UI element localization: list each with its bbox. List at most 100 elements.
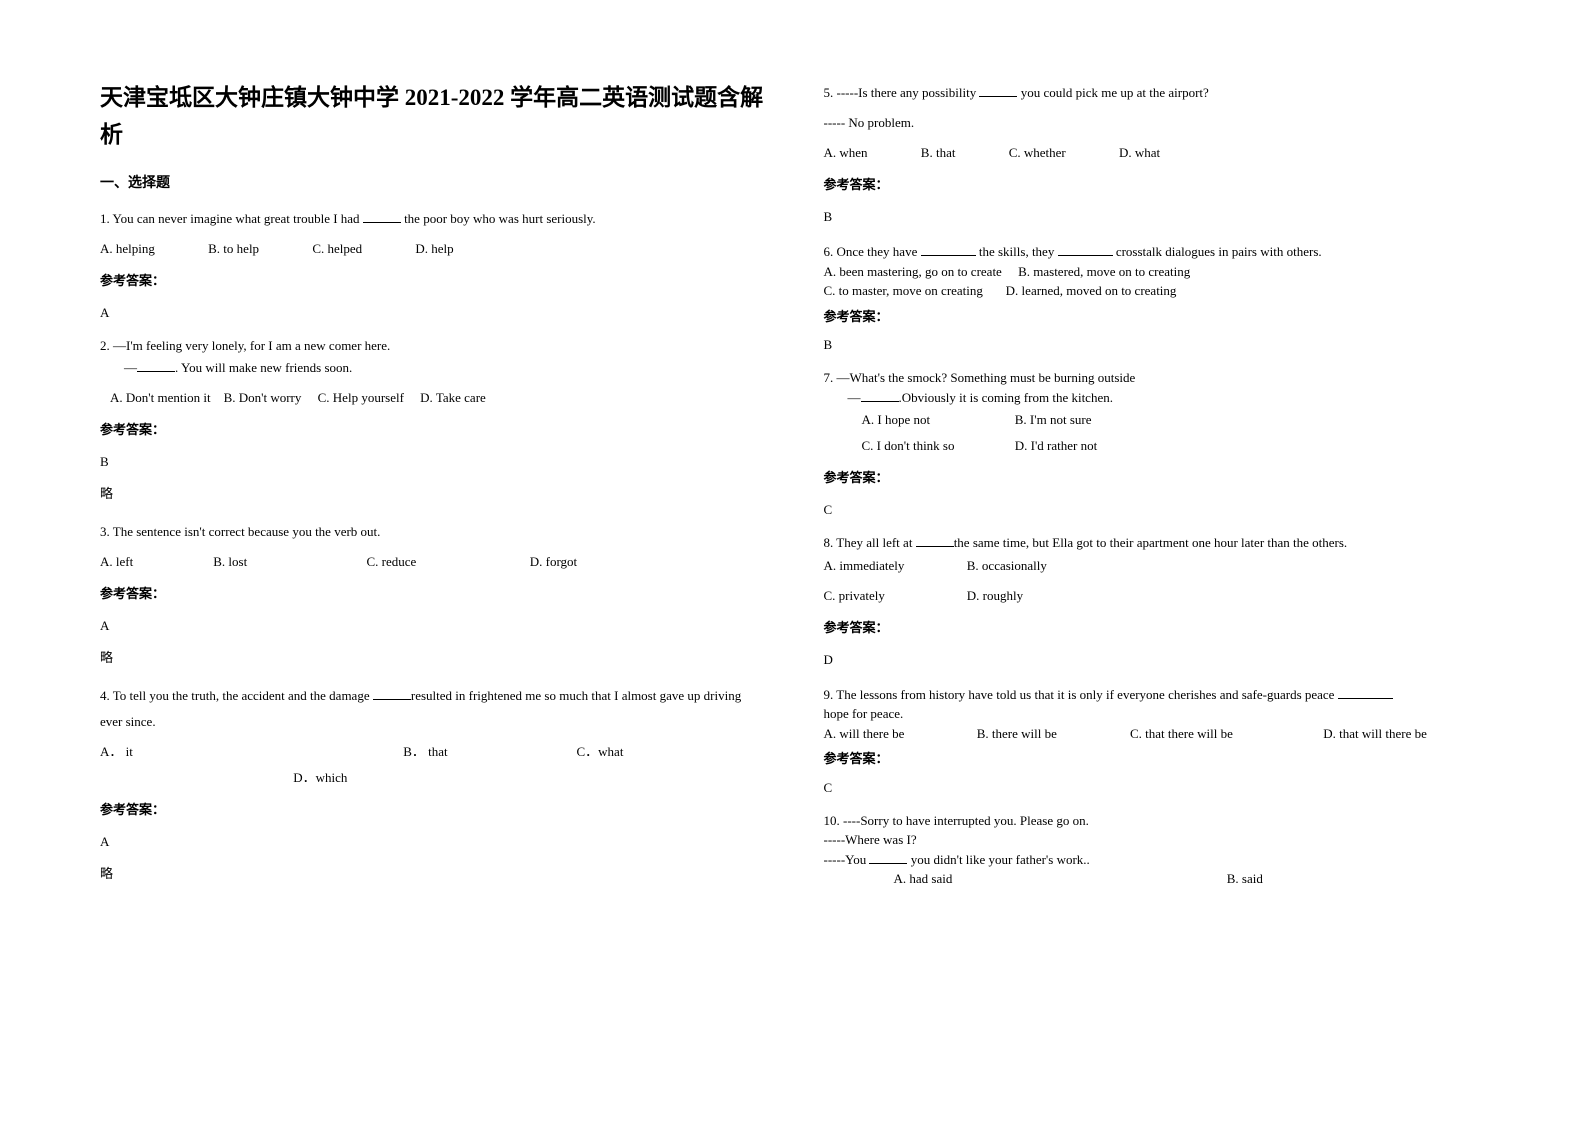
blank xyxy=(137,358,175,372)
q6-text-a: 6. Once they have xyxy=(824,244,921,259)
note: 略 xyxy=(100,645,764,671)
question-1: 1. You can never imagine what great trou… xyxy=(100,206,764,330)
option-a: A. helping xyxy=(100,236,155,262)
option-c: C. reduce xyxy=(367,549,527,575)
question-text: 3. The sentence isn't correct because yo… xyxy=(100,519,764,545)
option-d: D. that will there be xyxy=(1323,726,1427,741)
answer-value: B xyxy=(824,204,1488,230)
question-7: 7. —What's the smock? Something must be … xyxy=(824,368,1488,527)
q10-line3a: -----You xyxy=(824,852,870,867)
option-a: A. when xyxy=(824,140,868,166)
option-d: D. what xyxy=(1119,140,1160,166)
option-d: D. I'd rather not xyxy=(1015,438,1097,453)
question-5: 5. -----Is there any possibility you cou… xyxy=(824,80,1488,236)
blank xyxy=(363,209,401,223)
options: A. will there be B. there will be C. tha… xyxy=(824,724,1488,744)
q10-line3: -----You you didn't like your father's w… xyxy=(824,850,1488,870)
options-row2: C. to master, move on creating D. learne… xyxy=(824,281,1488,301)
question-text: 9. The lessons from history have told us… xyxy=(824,685,1488,705)
option-a: A. will there be xyxy=(824,724,974,744)
option-d: D. learned, moved on to creating xyxy=(1006,283,1177,298)
options-row1: A. I hope not B. I'm not sure xyxy=(824,407,1488,433)
answer-value: D xyxy=(824,647,1488,673)
blank xyxy=(979,83,1017,97)
q1-text-a: 1. You can never imagine what great trou… xyxy=(100,211,363,226)
options: A. helping B. to help C. helped D. help xyxy=(100,236,764,262)
option-a: A. Don't mention it xyxy=(110,390,211,405)
option-a: A． it xyxy=(100,739,400,765)
option-d: D. roughly xyxy=(967,588,1023,603)
option-b: B． that xyxy=(403,739,573,765)
option-c: C. whether xyxy=(1009,140,1066,166)
q2-line2b: . You will make new friends soon. xyxy=(175,360,352,375)
answer-value: A xyxy=(100,300,764,326)
q2-line1: 2. —I'm feeling very lonely, for I am a … xyxy=(100,336,764,356)
option-c: C．what xyxy=(577,744,624,759)
q10-line3b: you didn't like your father's work.. xyxy=(907,852,1089,867)
answer-label: 参考答案： xyxy=(824,615,1488,641)
options: A. left B. lost C. reduce D. forgot xyxy=(100,549,764,575)
answer-value: B xyxy=(100,449,764,475)
option-b: B. said xyxy=(1227,871,1263,886)
option-d: D．which xyxy=(293,770,347,785)
question-2: 2. —I'm feeling very lonely, for I am a … xyxy=(100,336,764,514)
blank xyxy=(861,388,899,402)
option-d: D. forgot xyxy=(530,554,577,569)
option-b: B. to help xyxy=(208,236,259,262)
option-b: B. there will be xyxy=(977,724,1127,744)
q9-text-b: hope for peace. xyxy=(824,704,1488,724)
answer-label: 参考答案： xyxy=(100,268,764,294)
q5-text-b: you could pick me up at the airport? xyxy=(1017,85,1208,100)
question-text: 5. -----Is there any possibility you cou… xyxy=(824,80,1488,106)
q5-line2: ----- No problem. xyxy=(824,110,1488,136)
question-text: 6. Once they have the skills, they cross… xyxy=(824,242,1488,262)
option-d: D. help xyxy=(415,236,453,262)
options-row1: A. been mastering, go on to create B. ma… xyxy=(824,262,1488,282)
blank xyxy=(869,850,907,864)
left-column: 天津宝坻区大钟庄镇大钟中学 2021-2022 学年高二英语测试题含解析 一、选… xyxy=(100,80,764,1082)
q7-line2a: — xyxy=(848,390,861,405)
options: A. Don't mention it B. Don't worry C. He… xyxy=(100,385,764,411)
question-10: 10. ----Sorry to have interrupted you. P… xyxy=(824,811,1488,889)
options-row1: A. immediately B. occasionally xyxy=(824,553,1488,579)
question-text: 1. You can never imagine what great trou… xyxy=(100,206,764,232)
blank xyxy=(373,686,411,700)
option-a: A. immediately xyxy=(824,553,964,579)
blank xyxy=(916,533,954,547)
q8-text-b: the same time, but Ella got to their apa… xyxy=(954,535,1348,550)
option-b: B. that xyxy=(921,140,956,166)
options: A． it B． that C．what D．which xyxy=(100,739,764,791)
q2-line2a: — xyxy=(124,360,137,375)
q1-text-b: the poor boy who was hurt seriously. xyxy=(401,211,596,226)
q10-line1: 10. ----Sorry to have interrupted you. P… xyxy=(824,811,1488,831)
answer-label: 参考答案： xyxy=(824,307,1488,327)
answer-label: 参考答案： xyxy=(100,581,764,607)
answer-label: 参考答案： xyxy=(824,172,1488,198)
options: A. had said B. said xyxy=(824,869,1488,889)
answer-value: C xyxy=(824,775,1488,801)
option-a: A. left xyxy=(100,549,210,575)
note: 略 xyxy=(100,861,764,887)
option-c: C. that there will be xyxy=(1130,724,1320,744)
question-9: 9. The lessons from history have told us… xyxy=(824,685,1488,805)
question-6: 6. Once they have the skills, they cross… xyxy=(824,242,1488,362)
q2-line2: — . You will make new friends soon. xyxy=(100,355,764,381)
q5-text-a: 5. -----Is there any possibility xyxy=(824,85,980,100)
option-d: D. Take care xyxy=(420,390,486,405)
q6-text-c: crosstalk dialogues in pairs with others… xyxy=(1113,244,1322,259)
q7-line1: 7. —What's the smock? Something must be … xyxy=(824,368,1488,388)
question-8: 8. They all left at the same time, but E… xyxy=(824,533,1488,679)
question-text: 4. To tell you the truth, the accident a… xyxy=(100,683,764,735)
answer-value: A xyxy=(100,613,764,639)
q4-text-a: 4. To tell you the truth, the accident a… xyxy=(100,688,373,703)
blank xyxy=(921,242,976,256)
question-text: 8. They all left at the same time, but E… xyxy=(824,533,1488,553)
option-b: B. lost xyxy=(213,549,363,575)
q8-text-a: 8. They all left at xyxy=(824,535,916,550)
options-row2: C. I don't think so D. I'd rather not xyxy=(824,433,1488,459)
q7-line2b: .Obviously it is coming from the kitchen… xyxy=(899,390,1113,405)
option-a: A. had said xyxy=(894,869,1224,889)
right-column: 5. -----Is there any possibility you cou… xyxy=(824,80,1488,1082)
option-c: C. I don't think so xyxy=(862,433,1012,459)
question-3: 3. The sentence isn't correct because yo… xyxy=(100,519,764,677)
